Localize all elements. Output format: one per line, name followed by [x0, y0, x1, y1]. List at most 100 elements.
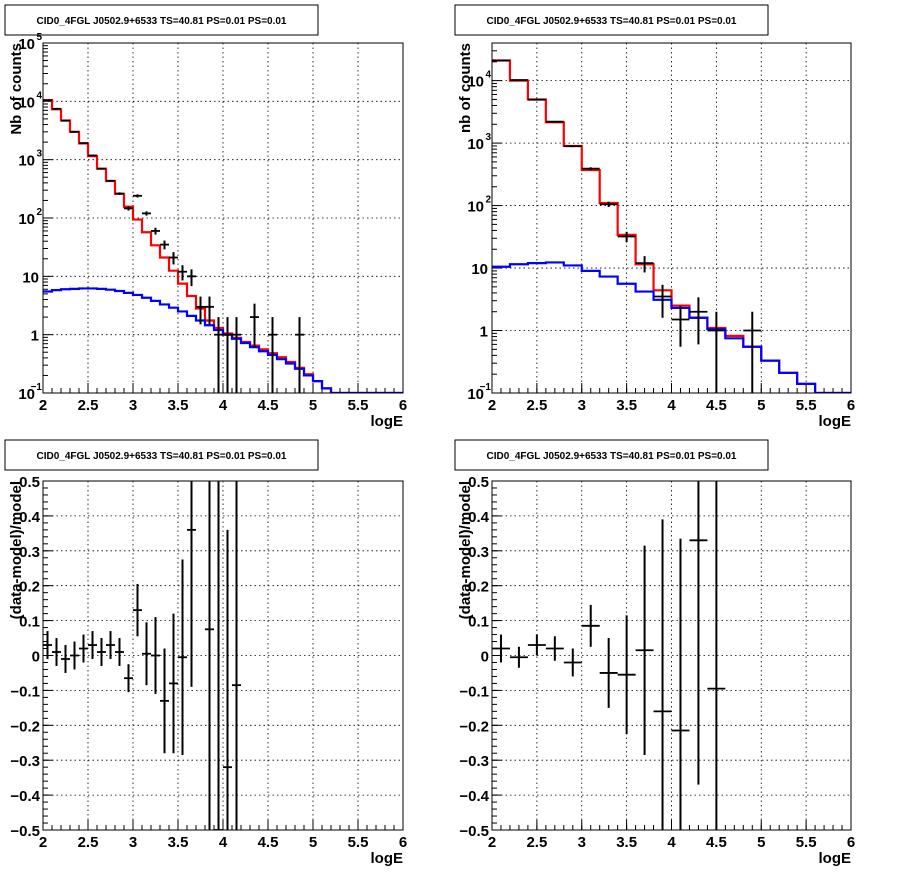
x-tick-label: 2.5 [526, 397, 547, 414]
x-tick-label: 3 [129, 397, 137, 414]
y-axis-label: Nb of counts [8, 43, 25, 135]
data-point [88, 154, 97, 157]
data-point [169, 252, 178, 265]
x-tick-label: 4.5 [258, 397, 279, 414]
data-point [79, 142, 88, 145]
data-point [707, 481, 726, 830]
data-point [142, 622, 151, 686]
data-point [88, 631, 97, 659]
data-point [106, 179, 115, 182]
data-point [527, 98, 546, 101]
y-tick-label: 10 [22, 269, 39, 286]
data-point [70, 641, 79, 670]
y-tick-label: 10 [18, 94, 35, 111]
plot-area [492, 481, 726, 830]
y-tick-exponent: 3 [36, 149, 42, 160]
y-tick-label: 10 [18, 211, 35, 228]
x-tick-label: 5.5 [348, 397, 369, 414]
data-point [743, 311, 762, 393]
data-point [214, 317, 223, 393]
y-tick-exponent: 4 [36, 90, 42, 101]
y-tick-label: 10 [18, 153, 35, 170]
data-point [142, 211, 151, 216]
chart-panel-4: CID0_4FGL J0502.9+6533 TS=40.81 PS=0.01 … [454, 439, 855, 867]
x-tick-label: 3 [578, 397, 586, 414]
chart-title: CID0_4FGL J0502.9+6533 TS=40.81 PS=0.01 … [37, 16, 287, 27]
x-tick-label: 3.5 [616, 834, 637, 851]
y-tick-label: 0.4 [468, 509, 490, 526]
data-point [232, 481, 241, 830]
y-tick-label: 1 [480, 324, 488, 341]
x-tick-label: 5 [757, 397, 765, 414]
y-tick-label: 10 [18, 386, 35, 403]
x-tick-label: 5.5 [796, 397, 817, 414]
y-tick-exponent: 2 [485, 195, 491, 206]
data-point [671, 538, 690, 830]
y-tick-label: 0 [32, 649, 40, 666]
data-point [178, 559, 187, 755]
data-point [43, 631, 52, 659]
x-tick-label: 2.5 [78, 834, 99, 851]
y-tick-label: 0.1 [19, 614, 40, 631]
data-point [196, 296, 205, 325]
plot-frame [42, 480, 404, 831]
data-point [653, 519, 672, 830]
x-axis-label: logE [371, 413, 404, 430]
data-point [124, 206, 133, 211]
x-tick-label: 2 [39, 397, 47, 414]
y-tick-label: 10 [467, 136, 484, 153]
x-tick-label: 4 [667, 397, 676, 414]
plot-area [492, 59, 851, 393]
y-tick-exponent: −1 [480, 382, 492, 393]
x-tick-label: 6 [399, 397, 407, 414]
chart-title-box [454, 4, 769, 36]
data-point [97, 167, 106, 170]
data-point [223, 529, 232, 830]
y-tick-label: 0.3 [19, 544, 40, 561]
x-tick-label: 2.5 [526, 834, 547, 851]
y-tick-exponent: 2 [36, 207, 42, 218]
x-tick-label: 2.5 [78, 397, 99, 414]
chart-title-box [4, 439, 319, 471]
chart-panel-1: CID0_4FGL J0502.9+6533 TS=40.81 PS=0.01 … [4, 4, 407, 430]
chart-title: CID0_4FGL J0502.9+6533 TS=40.81 PS=0.01 … [487, 451, 737, 462]
y-tick-label: 0.2 [468, 579, 489, 596]
x-tick-label: 2 [488, 834, 496, 851]
data-point [205, 481, 214, 830]
x-tick-label: 5 [309, 834, 317, 851]
x-tick-label: 4.5 [706, 834, 727, 851]
x-tick-label: 5.5 [796, 834, 817, 851]
x-tick-label: 2 [488, 397, 496, 414]
y-tick-label: 0.1 [468, 614, 489, 631]
data-point [115, 638, 124, 666]
data-point [268, 317, 277, 393]
x-tick-label: 6 [399, 834, 407, 851]
x-tick-label: 6 [847, 397, 855, 414]
chart-title-box [454, 439, 769, 471]
y-tick-label: −0.4 [10, 788, 40, 805]
y-tick-exponent: 5 [36, 32, 42, 43]
x-tick-label: 2 [39, 834, 47, 851]
y-tick-label: −0.1 [10, 683, 40, 700]
y-tick-exponent: 4 [485, 70, 491, 81]
data-point [124, 664, 133, 693]
source-model-histogram [492, 261, 851, 393]
x-tick-label: 6 [847, 834, 855, 851]
y-tick-label: 0.5 [468, 474, 489, 491]
y-axis-label: (data-model)/model [8, 481, 25, 619]
x-tick-label: 5 [757, 834, 765, 851]
data-point [187, 269, 196, 287]
y-tick-label: 0 [481, 649, 489, 666]
x-tick-label: 5.5 [348, 834, 369, 851]
chart-panel-2: CID0_4FGL J0502.9+6533 TS=40.81 PS=0.01 … [454, 4, 855, 430]
y-tick-label: 10 [467, 74, 484, 91]
plot-area [43, 481, 241, 830]
data-point [250, 303, 259, 348]
plot-frame [42, 42, 404, 394]
data-point [599, 201, 618, 207]
data-point [509, 79, 528, 81]
plot-area [43, 98, 403, 393]
y-tick-label: 10 [471, 261, 488, 278]
data-point [97, 638, 106, 666]
